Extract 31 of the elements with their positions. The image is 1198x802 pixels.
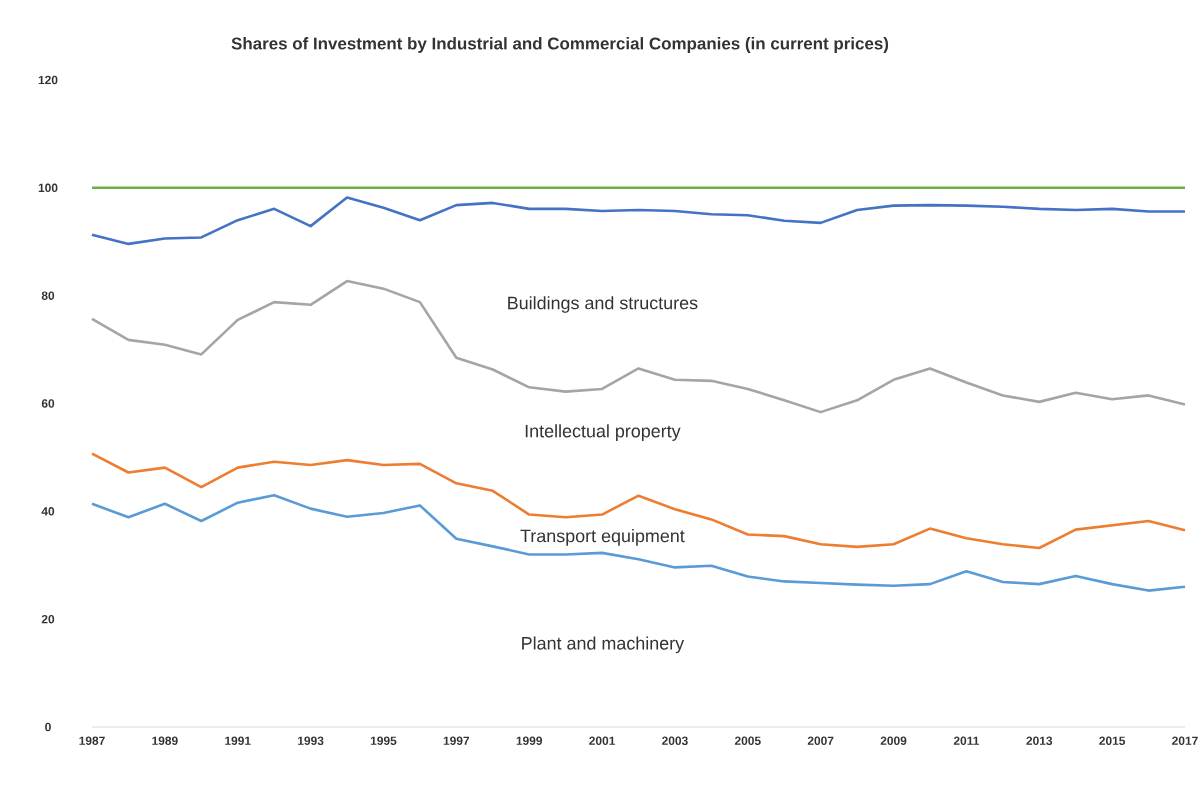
annotation: Transport equipment bbox=[520, 529, 685, 546]
y-tick-label: 40 bbox=[41, 507, 55, 516]
x-tick-label: 1995 bbox=[370, 736, 397, 745]
x-tick-label: 2005 bbox=[734, 736, 761, 745]
y-tick-label: 20 bbox=[41, 614, 55, 624]
x-tick-label: 2007 bbox=[807, 736, 834, 745]
line-series bbox=[90, 279, 1187, 414]
x-tick-label: 2017 bbox=[1172, 736, 1198, 745]
x-tick-label: 2013 bbox=[1026, 736, 1053, 746]
x-tick-label: 1991 bbox=[225, 736, 251, 745]
annotation: Plant and machinery bbox=[522, 636, 685, 654]
annotation: Intellectual property bbox=[525, 424, 681, 441]
y-tick-label: 80 bbox=[41, 291, 55, 300]
y-tick-label: 120 bbox=[38, 75, 58, 85]
y-tick-label: 60 bbox=[41, 399, 55, 408]
x-tick-label: 1987 bbox=[79, 736, 105, 745]
chart-title: Shares of Investment by Industrial and Commercial Companies (in current prices) bbox=[231, 37, 889, 53]
x-tick-label: 1989 bbox=[152, 736, 178, 745]
line-series bbox=[90, 196, 1187, 246]
y-tick-label: 0 bbox=[45, 722, 51, 732]
x-tick-label: 1999 bbox=[516, 736, 543, 745]
x-tick-label: 1997 bbox=[443, 736, 470, 745]
x-tick-label: 2001 bbox=[589, 736, 616, 745]
y-tick-label: 100 bbox=[38, 183, 58, 193]
x-tick-label: 2003 bbox=[662, 736, 688, 746]
annotation: Buildings and structures bbox=[508, 296, 698, 313]
x-tick-label: 2011 bbox=[953, 736, 980, 745]
x-tick-label: 1993 bbox=[298, 736, 324, 746]
x-tick-label: 2009 bbox=[880, 736, 907, 745]
x-tick-label: 2015 bbox=[1099, 736, 1126, 745]
line-series bbox=[90, 493, 1187, 592]
